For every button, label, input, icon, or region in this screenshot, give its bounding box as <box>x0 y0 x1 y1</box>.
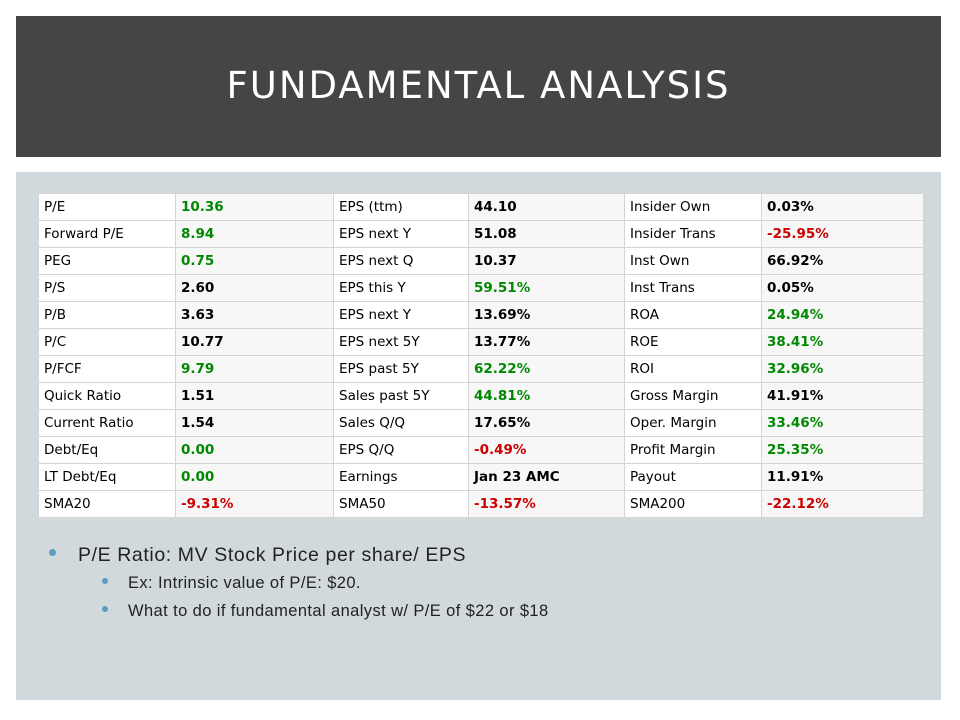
metric-label: LT Debt/Eq <box>38 463 176 491</box>
metric-value: 1.51 <box>175 382 334 410</box>
bullet-main: P/E Ratio: MV Stock Price per share/ EPS <box>78 544 467 566</box>
metric-label: Earnings <box>333 463 469 491</box>
fundamentals-table: P/E 10.36 EPS (ttm) 44.10 Insider Own 0.03% Fo… <box>38 193 924 518</box>
metric-value: 3.63 <box>175 301 334 329</box>
metric-label: Insider Own <box>624 193 762 221</box>
metric-value: 51.08 <box>468 220 625 248</box>
metric-label: Oper. Margin <box>624 409 762 437</box>
table-row: P/C 10.77 EPS next 5Y 13.77% ROE 38.41% <box>38 328 924 356</box>
metric-value: 44.81% <box>468 382 625 410</box>
metric-label: EPS this Y <box>333 274 469 302</box>
bullet-list: P/E Ratio: MV Stock Price per share/ EPS… <box>16 172 941 700</box>
metric-value: 1.54 <box>175 409 334 437</box>
table-row: LT Debt/Eq 0.00 Earnings Jan 23 AMC Payout 11… <box>38 463 924 491</box>
metric-value: -13.57% <box>468 490 625 518</box>
metric-label: Insider Trans <box>624 220 762 248</box>
metric-label: PEG <box>38 247 176 275</box>
metric-label: P/S <box>38 274 176 302</box>
metric-label: EPS (ttm) <box>333 193 469 221</box>
metric-label: Profit Margin <box>624 436 762 464</box>
metric-value: 44.10 <box>468 193 625 221</box>
metric-value: -0.49% <box>468 436 625 464</box>
metric-label: P/B <box>38 301 176 329</box>
table-row: Forward P/E 8.94 EPS next Y 51.08 Insider Tr… <box>38 220 924 248</box>
table-row: SMA20 -9.31% SMA50 -13.57% SMA200 -22.12% <box>38 490 924 518</box>
bullet-dot-icon <box>49 549 56 556</box>
metric-value: 25.35% <box>761 436 924 464</box>
metric-label: Quick Ratio <box>38 382 176 410</box>
bullet-dot-icon <box>102 606 108 612</box>
metric-label: EPS past 5Y <box>333 355 469 383</box>
metric-label: SMA200 <box>624 490 762 518</box>
table-row: P/FCF 9.79 EPS past 5Y 62.22% ROI 32.96% <box>38 355 924 383</box>
content-area: P/E 10.36 EPS (ttm) 44.10 Insider Own 0.03% Fo… <box>16 172 941 700</box>
slide-title: FUNDAMENTAL ANALYSIS <box>226 64 731 107</box>
metric-value: 33.46% <box>761 409 924 437</box>
metric-value: 62.22% <box>468 355 625 383</box>
metric-value: 41.91% <box>761 382 924 410</box>
metric-label: ROA <box>624 301 762 329</box>
table-row: Debt/Eq 0.00 EPS Q/Q -0.49% Profit Margin 25.… <box>38 436 924 464</box>
metric-label: EPS next 5Y <box>333 328 469 356</box>
metric-label: EPS next Y <box>333 220 469 248</box>
metric-value: 10.77 <box>175 328 334 356</box>
metric-label: EPS Q/Q <box>333 436 469 464</box>
metric-label: SMA50 <box>333 490 469 518</box>
bullet-dot-icon <box>102 578 108 584</box>
metric-value: 9.79 <box>175 355 334 383</box>
metric-value: 10.36 <box>175 193 334 221</box>
table-row: P/E 10.36 EPS (ttm) 44.10 Insider Own 0.03% <box>38 193 924 221</box>
table-row: P/B 3.63 EPS next Y 13.69% ROA 24.94% <box>38 301 924 329</box>
metric-value: 0.00 <box>175 436 334 464</box>
fundamentals-table-container: P/E 10.36 EPS (ttm) 44.10 Insider Own 0.03% Fo… <box>38 193 924 518</box>
metric-value: -25.95% <box>761 220 924 248</box>
metric-value: 8.94 <box>175 220 334 248</box>
metric-value: 0.03% <box>761 193 924 221</box>
table-row: Quick Ratio 1.51 Sales past 5Y 44.81% Gross … <box>38 382 924 410</box>
table-row: PEG 0.75 EPS next Q 10.37 Inst Own 66.92% <box>38 247 924 275</box>
metric-value: -9.31% <box>175 490 334 518</box>
bullet-sub-2: What to do if fundamental analyst w/ P/E… <box>128 602 549 620</box>
metric-value: 24.94% <box>761 301 924 329</box>
metric-value: 17.65% <box>468 409 625 437</box>
table-row: Current Ratio 1.54 Sales Q/Q 17.65% Oper. Ma… <box>38 409 924 437</box>
metric-value: 66.92% <box>761 247 924 275</box>
metric-value: 11.91% <box>761 463 924 491</box>
bullet-sub-1: Ex: Intrinsic value of P/E: $20. <box>128 574 361 592</box>
metric-label: P/E <box>38 193 176 221</box>
metric-label: SMA20 <box>38 490 176 518</box>
metric-value: 38.41% <box>761 328 924 356</box>
metric-label: Sales Q/Q <box>333 409 469 437</box>
metric-value: 0.00 <box>175 463 334 491</box>
metric-value: 0.75 <box>175 247 334 275</box>
metric-label: Current Ratio <box>38 409 176 437</box>
metric-value: 13.77% <box>468 328 625 356</box>
metric-value: -22.12% <box>761 490 924 518</box>
metric-label: Gross Margin <box>624 382 762 410</box>
metric-value: 0.05% <box>761 274 924 302</box>
metric-label: Inst Own <box>624 247 762 275</box>
metric-label: Payout <box>624 463 762 491</box>
metric-label: Forward P/E <box>38 220 176 248</box>
title-bar: FUNDAMENTAL ANALYSIS <box>16 16 941 157</box>
